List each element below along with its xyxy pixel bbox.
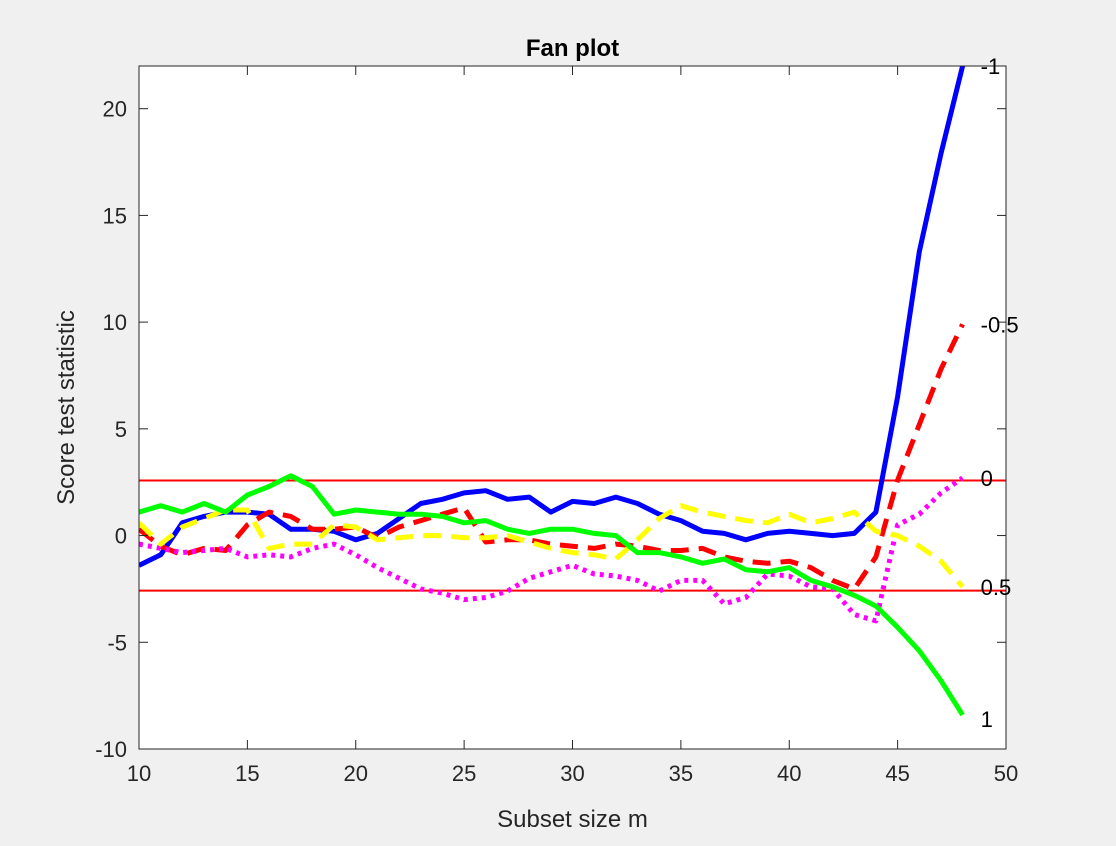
series-line-lambda-1 [139,473,965,717]
x-tick-label: 45 [885,761,909,786]
x-tick-label: 20 [344,761,368,786]
series-line-lambda-0 [139,475,965,624]
x-tick-label: 50 [994,761,1018,786]
series-end-labels: -1 -0.5 0 0.5 1 [981,54,1019,732]
y-tick-label: 0 [115,524,127,549]
chart-title: Fan plot [526,35,619,62]
y-tick-label: 5 [115,417,127,442]
series-line-lambda-minus1 [139,66,966,568]
series-label: -1 [981,54,1001,79]
y-tick-label: 10 [103,310,127,335]
x-axis-title: Subset size m [497,806,648,833]
y-tick-label: 15 [103,203,127,228]
x-tick-label: 25 [452,761,476,786]
x-tick-label: 15 [235,761,259,786]
series-label: -0.5 [981,312,1019,337]
series-line-lambda-0p5 [139,503,965,589]
y-axis-title: Score test statistic [53,310,80,505]
y-tick-label: -5 [107,630,127,655]
series-layer [139,66,966,717]
plot-area [139,66,1006,749]
x-tick-label: 40 [777,761,801,786]
series-label: 0 [981,466,993,491]
x-tick-label: 30 [560,761,584,786]
series-label: 1 [981,707,993,732]
x-tick-label: 10 [127,761,151,786]
y-tick-label: 20 [103,97,127,122]
series-label: 0.5 [981,575,1012,600]
y-tick-label: -10 [95,737,127,762]
x-tick-label: 35 [669,761,693,786]
